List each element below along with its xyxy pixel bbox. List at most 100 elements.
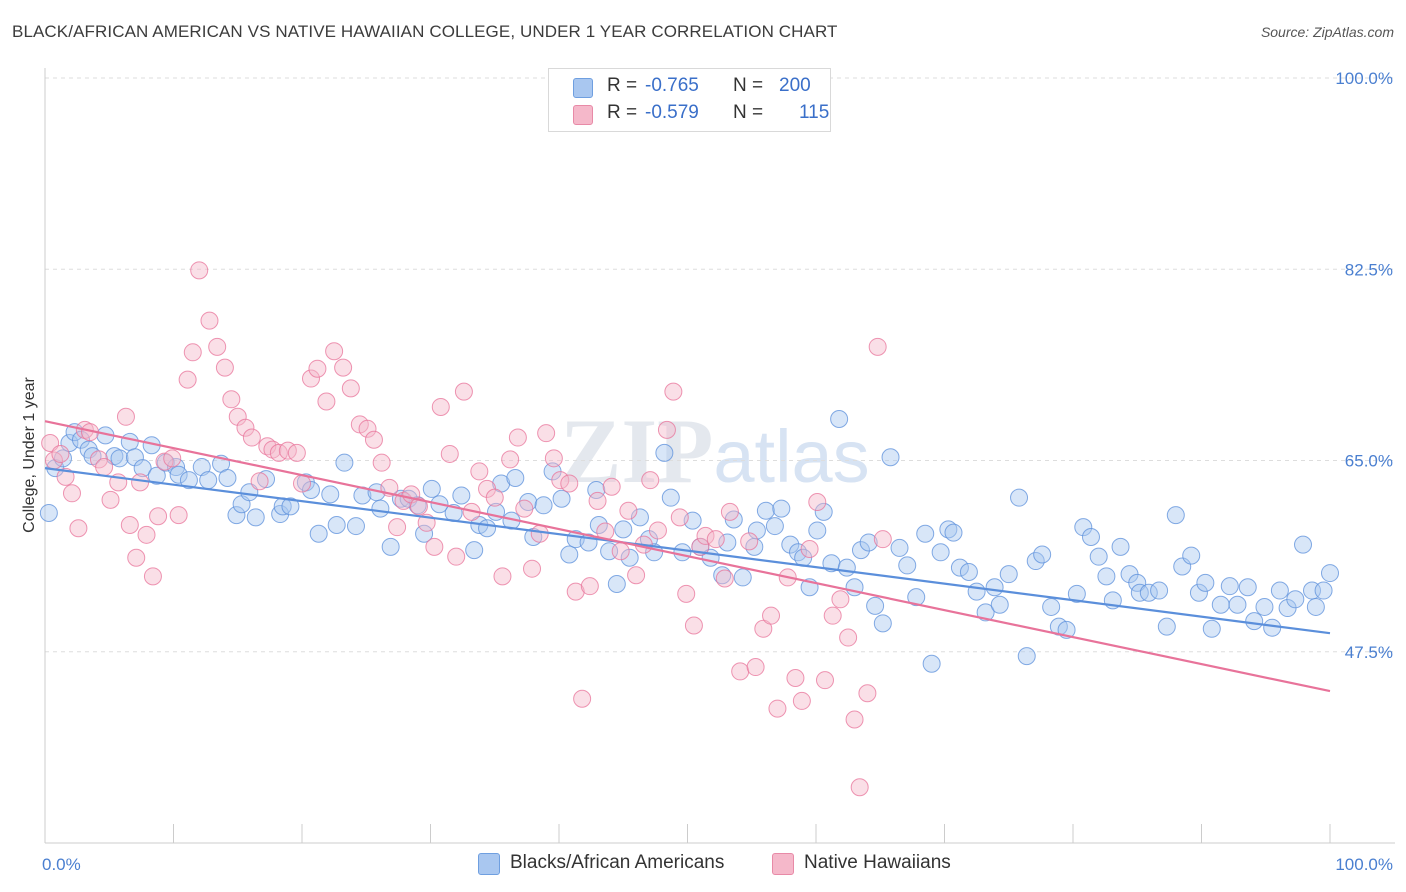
point-hawaiians [696, 526, 715, 545]
point-hawaiians [845, 710, 864, 729]
axes [44, 68, 1395, 844]
point-hawaiians [287, 443, 306, 462]
legend-r-value: -0.765 [645, 75, 699, 96]
point-blacks [939, 520, 958, 539]
point-hawaiians [831, 590, 850, 609]
point-blacks [607, 574, 626, 593]
point-hawaiians [56, 467, 75, 486]
point-blacks [534, 496, 553, 515]
y-tick-label: 82.5% [1345, 260, 1393, 279]
point-hawaiians [523, 559, 542, 578]
point-hawaiians [242, 428, 261, 447]
watermark-atlas: atlas [713, 415, 869, 498]
point-blacks [327, 515, 346, 534]
y-axis-title: College, Under 1 year [21, 377, 38, 533]
point-blacks [781, 535, 800, 554]
point-blacks [422, 479, 441, 498]
point-blacks [1042, 597, 1061, 616]
point-hawaiians [746, 658, 765, 677]
point-blacks [673, 543, 692, 562]
point-blacks [371, 499, 390, 518]
point-hawaiians [602, 477, 621, 496]
point-blacks [1097, 567, 1116, 586]
point-blacks [506, 468, 525, 487]
point-hawaiians [62, 484, 81, 503]
point-hawaiians [580, 577, 599, 596]
point-blacks [589, 515, 608, 534]
point-hawaiians [873, 530, 892, 549]
point-blacks [309, 524, 328, 543]
point-blacks [1196, 573, 1215, 592]
point-hawaiians [190, 261, 209, 280]
point-blacks [950, 558, 969, 577]
point-blacks [959, 562, 978, 581]
y-tick-label: 65.0% [1345, 452, 1393, 471]
point-blacks [1314, 581, 1333, 600]
point-hawaiians [143, 567, 162, 586]
point-hawaiians [731, 662, 750, 681]
point-hawaiians [823, 606, 842, 625]
point-blacks [1286, 590, 1305, 609]
point-hawaiians [808, 493, 827, 512]
point-hawaiians [664, 382, 683, 401]
point-blacks [765, 517, 784, 536]
point-blacks [199, 471, 218, 490]
correlation-legend: R = -0.765 N = 200 R = -0.579 N = 115 [548, 68, 831, 132]
point-blacks [830, 409, 849, 428]
point-blacks [71, 430, 90, 449]
point-hawaiians [839, 628, 858, 647]
bottom-legend-label: Native Hawaiians [804, 852, 951, 873]
point-blacks [907, 588, 926, 607]
point-blacks [1026, 552, 1045, 571]
point-hawaiians [588, 491, 607, 510]
legend-r-value: -0.579 [645, 102, 699, 123]
point-blacks [1033, 545, 1052, 564]
point-blacks [39, 503, 58, 522]
bottom-legend-swatch-pink [772, 853, 794, 875]
point-hawaiians [447, 547, 466, 566]
point-blacks [246, 508, 265, 527]
watermark: ZIPatlas [560, 400, 870, 502]
point-blacks [881, 448, 900, 467]
point-blacks [1081, 528, 1100, 546]
chart-title: BLACK/AFRICAN AMERICAN VS NATIVE HAWAIIA… [12, 22, 838, 41]
point-blacks [620, 548, 639, 567]
point-hawaiians [208, 337, 227, 356]
point-blacks [916, 524, 935, 543]
point-hawaiians [684, 616, 703, 635]
point-blacks [837, 558, 856, 577]
point-blacks [1220, 577, 1239, 596]
point-blacks [415, 524, 434, 543]
legend-r-label: R = [607, 102, 638, 123]
point-blacks [381, 537, 400, 556]
point-blacks [756, 501, 775, 520]
point-blacks [257, 470, 276, 489]
point-hawaiians [515, 499, 534, 518]
point-hawaiians [131, 473, 150, 492]
point-hawaiians [868, 337, 887, 356]
point-hawaiians [51, 444, 70, 463]
point-blacks [630, 508, 649, 527]
point-hawaiians [530, 524, 549, 543]
point-hawaiians [440, 444, 459, 463]
point-blacks [218, 468, 237, 487]
y-tick-label: 47.5% [1345, 643, 1393, 662]
point-blacks [1111, 537, 1130, 556]
point-blacks [1157, 617, 1176, 636]
point-blacks [227, 506, 246, 525]
point-blacks [1074, 518, 1093, 537]
point-hawaiians [706, 530, 725, 549]
legend-n-value: 115 [799, 102, 830, 123]
point-blacks [859, 533, 878, 552]
legend-swatch-blue [573, 78, 593, 98]
point-hawaiians [169, 506, 188, 525]
point-blacks [1189, 583, 1208, 602]
legend-n-value: 200 [779, 75, 811, 96]
point-hawaiians [236, 418, 255, 437]
point-hawaiians [544, 449, 563, 468]
point-hawaiians [858, 684, 877, 703]
point-hawaiians [301, 369, 320, 388]
point-blacks [1263, 618, 1282, 637]
point-blacks [976, 603, 995, 622]
trend-line-blacks [44, 467, 1331, 635]
